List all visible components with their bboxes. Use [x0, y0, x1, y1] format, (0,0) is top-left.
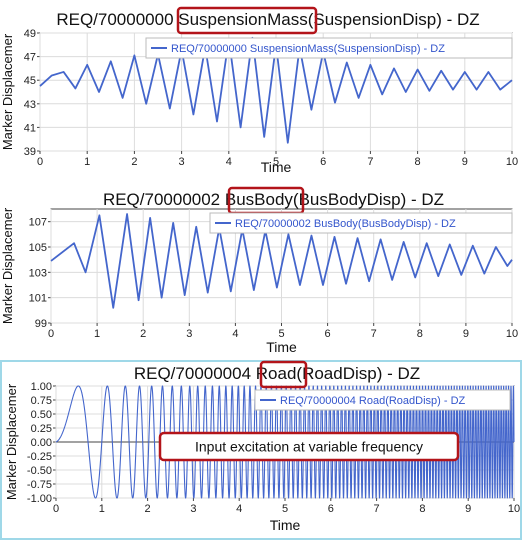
legend-box	[145, 37, 513, 59]
x-tick-label: 10	[506, 328, 518, 340]
chart-title: REQ/70000004 Road(RoadDisp) - DZ	[134, 364, 420, 383]
highlight-box	[176, 6, 318, 35]
x-tick-label: 3	[179, 156, 185, 168]
chart-title-highlight: Road	[256, 364, 297, 383]
x-tick-label: 2	[140, 328, 146, 340]
series-line	[50, 213, 513, 309]
x-tick-label: 8	[417, 328, 423, 340]
chart-title-prefix: REQ/70000004	[134, 364, 256, 383]
chart-title-prefix: REQ/70000002	[103, 190, 225, 209]
x-tick-label: 9	[462, 156, 468, 168]
y-axis-label: Marker Displacemer	[0, 33, 15, 150]
chart-title-suffix: (RoadDisp) - DZ	[296, 364, 420, 383]
y-tick-label: 103	[29, 267, 47, 279]
x-tick-label: 6	[320, 156, 326, 168]
y-tick-label: 1.00	[31, 381, 52, 393]
chart-title-highlight: SuspensionMass	[178, 10, 307, 29]
x-tick-label: 5	[282, 503, 288, 515]
y-tick-label: 105	[29, 242, 47, 254]
y-tick-label: -0.50	[27, 465, 52, 477]
annotation-box	[158, 431, 460, 462]
chart-bus-body: 99 101 103 105 107 0 1 2 3 4 5 6 7 8 9 10 REQ/70000002 B…	[0, 186, 518, 355]
x-tick-label: 4	[236, 503, 242, 515]
x-tick-label: 7	[371, 328, 377, 340]
y-tick-label: -0.25	[27, 451, 52, 463]
y-axis-label: Marker Displacemer	[0, 207, 15, 324]
y-tick-label: 0.75	[31, 395, 52, 407]
x-axis-label: Time	[266, 339, 297, 355]
x-tick-label: 3	[190, 503, 196, 515]
y-tick-label: 0.00	[31, 437, 52, 449]
x-tick-label: 2	[145, 503, 151, 515]
chart-title-prefix: REQ/70000000	[56, 10, 178, 29]
legend-box	[209, 212, 513, 234]
y-tick-label: 101	[29, 293, 47, 305]
y-tick-label: 49	[24, 28, 36, 40]
x-tick-label: 5	[273, 156, 279, 168]
x-tick-label: 0	[53, 503, 59, 515]
y-tick-label: 0.50	[31, 409, 52, 421]
x-tick-label: 0	[37, 156, 43, 168]
legend-label: REQ/70000004 Road(RoadDisp) - DZ	[280, 395, 466, 407]
x-tick-label: 9	[465, 503, 471, 515]
chart-title: REQ/70000002 BusBody(BusBodyDisp) - DZ	[103, 190, 444, 209]
x-tick-label: 8	[415, 156, 421, 168]
chart-panel-bus-body: 99 101 103 105 107 0 1 2 3 4 5 6 7 8 9 10 REQ/70000002 B…	[0, 180, 522, 358]
chart-title-highlight: BusBody	[225, 190, 294, 209]
chart-title-suffix: (BusBodyDisp) - DZ	[293, 190, 444, 209]
y-tick-label: 47	[24, 52, 36, 64]
y-tick-label: 41	[24, 122, 36, 134]
x-tick-label: 4	[226, 156, 232, 168]
legend-box	[254, 389, 511, 411]
y-tick-label: 45	[24, 75, 36, 87]
x-tick-label: 7	[367, 156, 373, 168]
chart-title-suffix: (SuspensionDisp) - DZ	[308, 10, 480, 29]
x-tick-label: 4	[232, 328, 238, 340]
annotation-text: Input excitation at variable frequency	[195, 439, 423, 455]
y-tick-label: 39	[24, 146, 36, 158]
y-tick-label: 0.25	[31, 423, 52, 435]
chart-title: REQ/70000000 SuspensionMass(SuspensionDi…	[56, 10, 479, 29]
x-tick-label: 1	[84, 156, 90, 168]
y-tick-label: 43	[24, 99, 36, 111]
x-tick-label: 9	[463, 328, 469, 340]
x-tick-label: 1	[99, 503, 105, 515]
y-axis-label: Marker Displacemer	[4, 383, 19, 500]
x-tick-label: 10	[508, 503, 520, 515]
x-tick-label: 6	[325, 328, 331, 340]
y-tick-label: -1.00	[27, 493, 52, 505]
x-tick-label: 6	[328, 503, 334, 515]
x-axis-label: Time	[261, 159, 292, 175]
x-tick-label: 3	[186, 328, 192, 340]
legend-label: REQ/70000000 SuspensionMass(SuspensionDi…	[171, 43, 445, 55]
y-tick-label: -0.75	[27, 479, 52, 491]
chart-panel-suspension-mass: 39 41 43 45 47 49 0 1 2 3 4 5 6 7 8 9 10 REQ/70000000 Sus…	[0, 0, 522, 178]
chart-panel-road: -1.00 -0.75 -0.50 -0.25 0.00 0.25 0.50 0.75 1.00…	[0, 360, 522, 540]
x-tick-label: 7	[374, 503, 380, 515]
x-tick-label: 8	[419, 503, 425, 515]
x-tick-label: 5	[278, 328, 284, 340]
x-tick-label: 1	[94, 328, 100, 340]
y-tick-label: 107	[29, 217, 47, 229]
x-tick-label: 10	[506, 156, 518, 168]
highlight-box	[259, 360, 308, 389]
x-axis-label: Time	[270, 517, 301, 533]
x-tick-label: 0	[48, 328, 54, 340]
legend-label: REQ/70000002 BusBody(BusBodyDisp) - DZ	[235, 218, 456, 230]
y-tick-label: 99	[35, 318, 47, 330]
chart-road: -1.00 -0.75 -0.50 -0.25 0.00 0.25 0.50 0.75 1.00…	[4, 360, 520, 533]
x-tick-label: 2	[131, 156, 137, 168]
